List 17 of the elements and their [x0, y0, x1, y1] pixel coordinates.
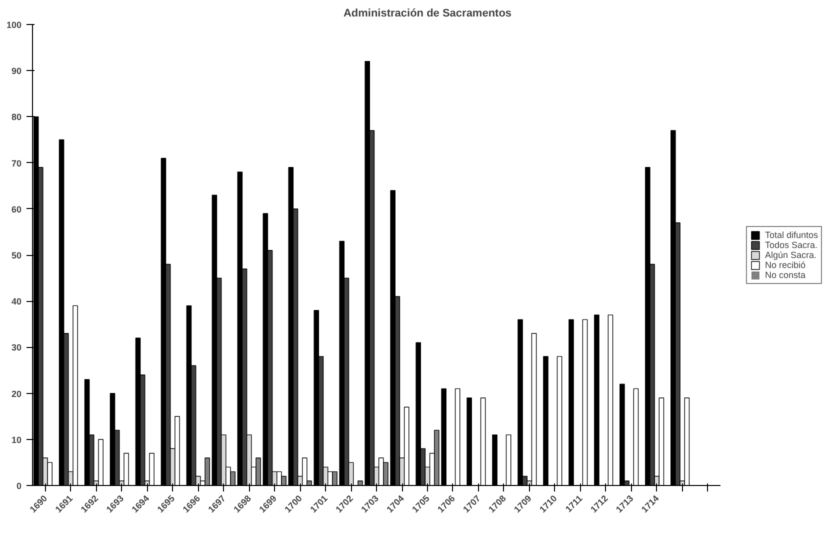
- y-tick-label: 80: [11, 112, 22, 122]
- legend-label: No consta: [764, 270, 806, 280]
- y-tick-label: 90: [11, 66, 22, 76]
- y-tick-label: 60: [11, 204, 22, 214]
- chart-title: Administración de Sacramentos: [343, 8, 512, 20]
- y-tick-label: 10: [11, 434, 22, 445]
- y-tick-label: 70: [11, 158, 22, 168]
- y-tick-label: 50: [11, 250, 22, 260]
- y-tick-label: 40: [11, 296, 22, 307]
- legend-label: Algún Sacra.: [764, 250, 816, 260]
- y-tick-label: 30: [11, 342, 22, 353]
- legend-label: Total difuntos: [764, 230, 818, 240]
- y-tick-label: 20: [11, 388, 22, 399]
- legend-label: Todos Sacra.: [764, 240, 818, 250]
- y-tick-label: 0: [16, 481, 22, 491]
- legend-label: No recibió: [764, 260, 806, 270]
- y-tick-label: 100: [6, 20, 22, 30]
